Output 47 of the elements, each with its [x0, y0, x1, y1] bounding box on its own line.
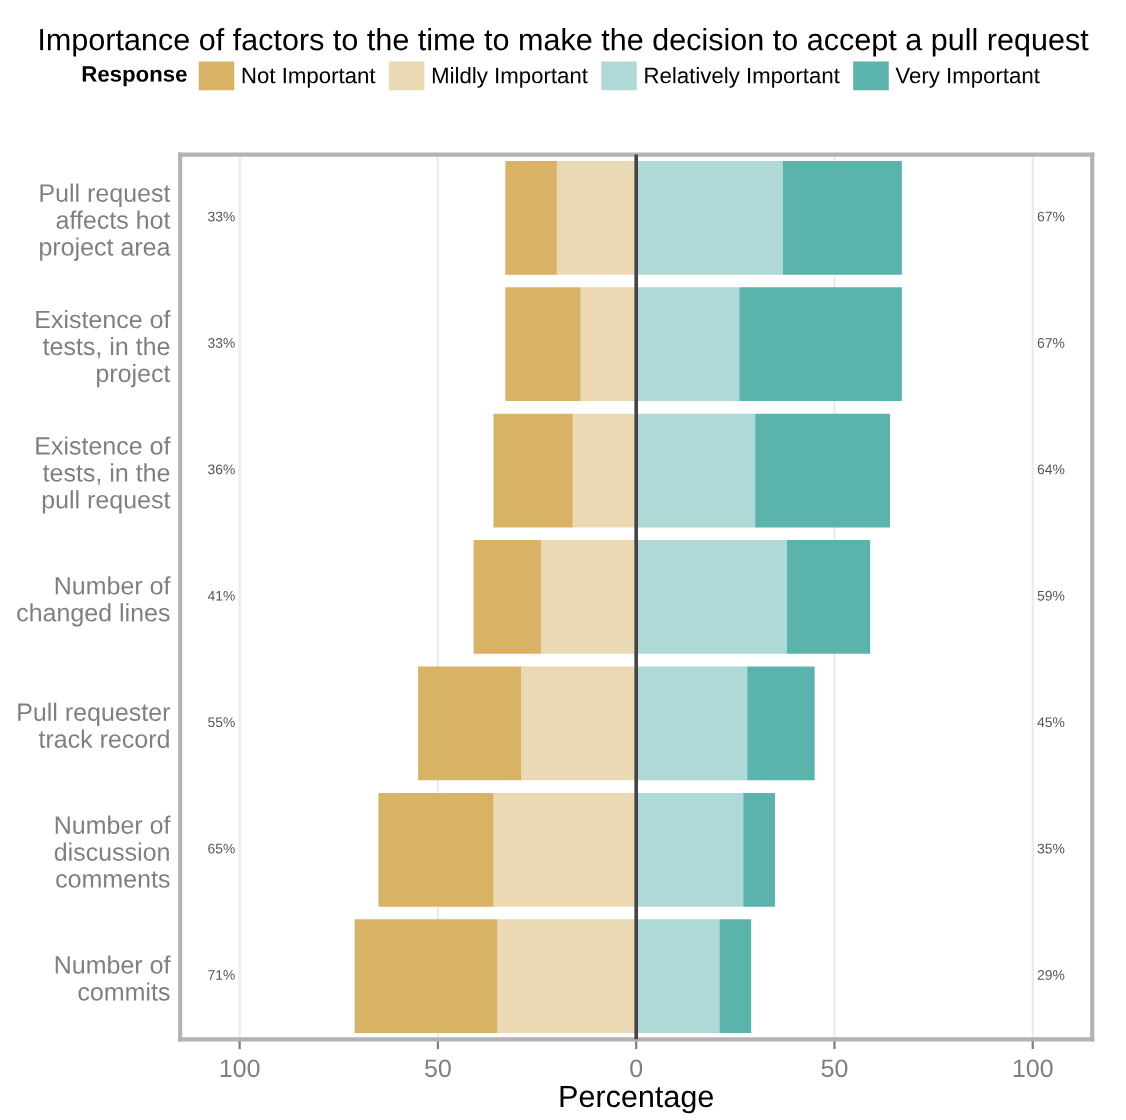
- y-tick-label: Pull request affects hot project area: [40, 183, 171, 261]
- legend-label: Relatively Important: [645, 67, 840, 88]
- bar: [580, 287, 637, 402]
- bar: [755, 413, 890, 528]
- x-tick-label: 50: [425, 1059, 451, 1078]
- bar: [747, 666, 815, 781]
- y-tick-label: Existence of tests, in the project: [36, 309, 171, 388]
- bar: [636, 287, 740, 402]
- bar: [782, 160, 902, 275]
- bar: [636, 160, 783, 275]
- bar: [497, 919, 637, 1034]
- bar: [743, 792, 775, 907]
- bar: [556, 160, 637, 275]
- y-tick-label: Number of discussion comments: [54, 815, 171, 888]
- legend-label: Mildly Important: [432, 67, 588, 88]
- y-tick-label: Number of commits: [55, 955, 171, 1001]
- bar: [636, 413, 756, 528]
- bar: [505, 160, 557, 275]
- x-tick-label: 100: [220, 1059, 260, 1078]
- bar: [354, 919, 498, 1034]
- bar: [719, 919, 752, 1034]
- legend-label: Not Important: [242, 67, 376, 88]
- bar: [572, 413, 637, 528]
- bar: [636, 792, 744, 907]
- legend-title: Response: [82, 66, 187, 87]
- bar: [378, 792, 494, 907]
- bar: [636, 540, 787, 654]
- y-tick-label: Number of changed lines: [17, 576, 171, 627]
- x-tick-label: 100: [1013, 1059, 1053, 1078]
- x-tick-label: 50: [821, 1059, 848, 1078]
- bar: [493, 792, 637, 907]
- y-tick-label: Existence of tests, in the pull request: [36, 436, 171, 514]
- bar: [739, 287, 902, 402]
- bar: [541, 540, 637, 654]
- x-tick-label: 0: [630, 1059, 643, 1078]
- bar: [636, 666, 748, 781]
- bar: [521, 666, 637, 781]
- x-axis-title: Percentage: [560, 1086, 713, 1114]
- bar: [418, 666, 522, 781]
- chart-title: Importance of factors to the time to make the decision to accept a pull request: [40, 28, 1089, 57]
- legend-label: Very Important: [895, 67, 1040, 88]
- bar: [493, 413, 573, 528]
- y-tick-label: Pull requester track record: [18, 702, 171, 748]
- bar: [473, 540, 542, 654]
- bar: [636, 919, 720, 1034]
- bar: [786, 540, 871, 654]
- bar: [505, 287, 581, 402]
